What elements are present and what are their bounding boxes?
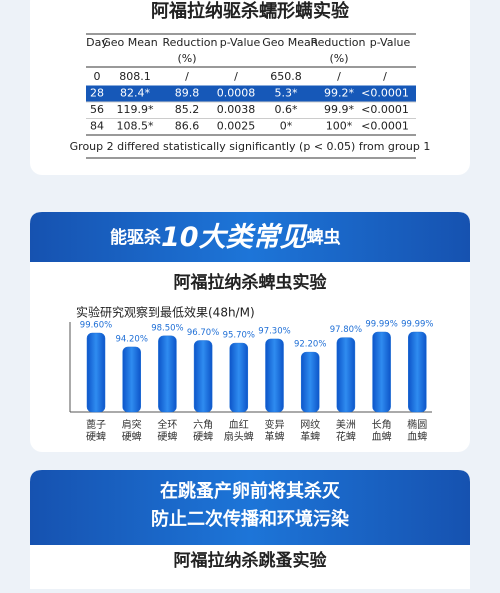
highlight-row bbox=[86, 85, 416, 102]
table-cell: 0.0008 bbox=[217, 87, 256, 100]
table-cell: 84 bbox=[90, 120, 104, 133]
banner-emphasis: 10大类常见 bbox=[161, 222, 309, 253]
column-header: Reduction bbox=[311, 36, 366, 49]
table-cell: 5.3* bbox=[275, 87, 298, 100]
column-header: Day bbox=[86, 36, 108, 49]
table-cell: 0.6* bbox=[275, 103, 298, 116]
x-tick-label: 美洲 bbox=[336, 418, 356, 431]
banner bbox=[30, 470, 470, 545]
chart-subtitle: 实验研究观察到最低效果(48h/M) bbox=[76, 305, 255, 320]
table-cell: 85.2 bbox=[175, 103, 200, 116]
x-tick-label: 硬蜱 bbox=[193, 430, 213, 443]
table-cell: 808.1 bbox=[119, 70, 151, 83]
x-tick-label: 血蜱 bbox=[407, 430, 427, 443]
section-title: 阿福拉纳杀跳蚤实验 bbox=[174, 550, 328, 571]
x-tick-label: 长角 bbox=[372, 419, 392, 431]
x-tick-label: 全环 bbox=[157, 418, 177, 431]
value-label: 95.70% bbox=[223, 331, 255, 341]
x-tick-label: 血蜱 bbox=[372, 430, 392, 443]
bar bbox=[300, 351, 320, 413]
table-cell: / bbox=[337, 70, 341, 83]
bar bbox=[158, 335, 177, 413]
bar bbox=[122, 346, 141, 413]
column-header: Geo Mean bbox=[262, 36, 318, 49]
x-tick-label: 扇头蜱 bbox=[224, 430, 254, 443]
x-tick-label: 硬蜱 bbox=[157, 430, 177, 443]
value-label: 94.20% bbox=[115, 334, 147, 344]
table-cell: / bbox=[383, 70, 387, 83]
footnote: Group 2 differed statistically significa… bbox=[70, 140, 431, 153]
x-tick-label: 硬蜱 bbox=[86, 430, 106, 443]
value-label: 92.20% bbox=[294, 340, 326, 350]
banner-text: 能驱杀10大类常见蜱虫 bbox=[110, 222, 341, 253]
bar bbox=[336, 337, 356, 413]
value-label: 98.50% bbox=[151, 323, 183, 333]
table-cell: 0* bbox=[280, 120, 293, 133]
table-cell: <0.0001 bbox=[361, 120, 409, 133]
x-tick-label: 革蜱 bbox=[265, 430, 285, 443]
value-label: 97.30% bbox=[258, 326, 290, 336]
x-tick-label: 网纹 bbox=[300, 418, 320, 431]
bar bbox=[193, 340, 213, 413]
x-tick-label: 血红 bbox=[229, 418, 249, 431]
table-cell: / bbox=[185, 70, 189, 83]
x-tick-label: 肩突 bbox=[122, 418, 142, 431]
table-cell: 56 bbox=[90, 103, 104, 116]
table-cell: 89.8 bbox=[175, 87, 200, 100]
x-tick-label: 椭圆 bbox=[407, 418, 427, 431]
table-cell: 0 bbox=[94, 70, 101, 83]
value-label: 97.80% bbox=[330, 325, 362, 335]
x-tick-label: 变异 bbox=[265, 418, 285, 431]
banner-text: 蜱虫 bbox=[307, 227, 341, 248]
x-tick-label: 硬蜱 bbox=[122, 430, 142, 443]
table-cell: 108.5* bbox=[117, 120, 154, 133]
x-tick-label: 革蜱 bbox=[300, 430, 320, 443]
table-cell: 650.8 bbox=[270, 70, 302, 83]
value-label: 99.99% bbox=[401, 320, 433, 330]
value-label: 99.99% bbox=[365, 320, 397, 330]
table-cell: 119.9* bbox=[117, 103, 154, 116]
table-cell: 0.0025 bbox=[217, 120, 256, 133]
bar bbox=[265, 338, 284, 413]
table-cell: <0.0001 bbox=[361, 103, 409, 116]
x-tick-label: 六角 bbox=[193, 419, 213, 431]
bar bbox=[372, 331, 391, 413]
bar bbox=[408, 331, 427, 413]
bar bbox=[86, 332, 106, 413]
column-header: Geo Mean bbox=[102, 36, 158, 49]
x-tick-label: 花蜱 bbox=[336, 430, 356, 443]
table-cell: 99.2* bbox=[324, 87, 354, 100]
x-tick-label: 蓖子 bbox=[86, 419, 106, 431]
banner-text: 能驱杀 bbox=[110, 227, 161, 248]
banner-text: 在跳蚤产卵前将其杀灭 bbox=[160, 480, 341, 502]
value-label: 99.60% bbox=[80, 321, 112, 331]
table-cell: / bbox=[234, 70, 238, 83]
table-cell: 82.4* bbox=[120, 87, 150, 100]
column-header: Reduction bbox=[163, 36, 218, 49]
banner bbox=[30, 212, 470, 262]
table-cell: 86.6 bbox=[175, 120, 200, 133]
table-cell: <0.0001 bbox=[361, 87, 409, 100]
column-header: p-Value bbox=[220, 36, 261, 49]
section-title: 阿福拉纳驱杀蠕形螨实验 bbox=[151, 0, 350, 22]
banner-text: 防止二次传播和环境污染 bbox=[151, 508, 350, 530]
table-cell: 99.9* bbox=[324, 103, 354, 116]
table-cell: 28 bbox=[90, 87, 104, 100]
unit-label: (%) bbox=[329, 52, 348, 65]
value-label: 96.70% bbox=[187, 328, 219, 338]
unit-label: (%) bbox=[177, 52, 196, 65]
table-cell: 100* bbox=[326, 120, 353, 133]
table-cell: 0.0038 bbox=[217, 103, 256, 116]
section-title: 阿福拉纳杀蜱虫实验 bbox=[174, 272, 328, 293]
bar bbox=[229, 342, 249, 413]
column-header: p-Value bbox=[370, 36, 411, 49]
